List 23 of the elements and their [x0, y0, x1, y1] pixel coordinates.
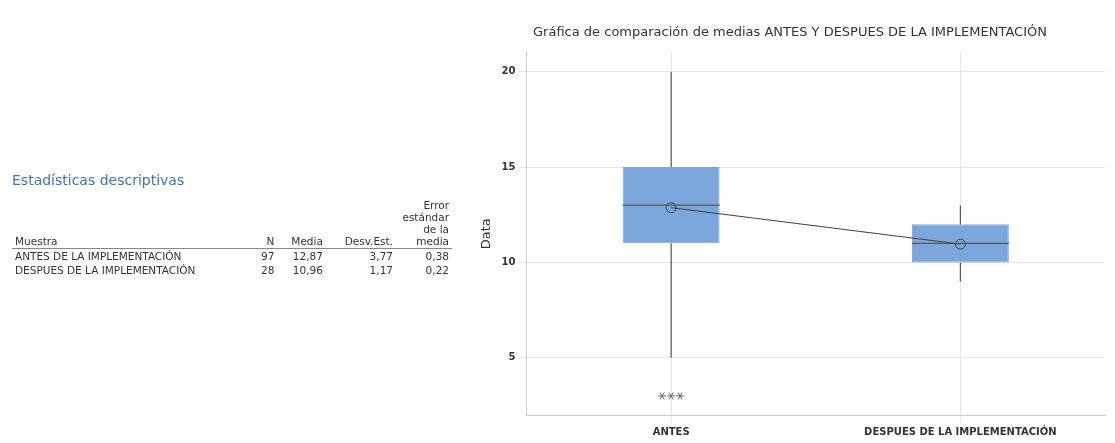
text: 97	[260, 249, 276, 263]
y-tick-label: 5	[508, 351, 516, 363]
text: Estadísticas descriptivas	[12, 172, 186, 188]
text: 10,96	[291, 263, 324, 277]
y-tick-label: 20	[501, 65, 516, 77]
text: ANTES DE LA IMPLEMENTACIÓN	[14, 249, 183, 263]
text: 28	[260, 263, 276, 277]
text: 0,38	[424, 249, 450, 263]
text: Muestra	[12, 198, 253, 249]
text: 0,22	[424, 263, 450, 277]
text: 1,17	[368, 263, 394, 277]
text: 12,87	[291, 249, 324, 263]
text: Error estándar de la media	[396, 198, 452, 249]
x-tick-label: ANTES	[652, 425, 690, 437]
text: Desv.Est.	[325, 198, 396, 249]
y-axis-title: Data	[478, 218, 494, 250]
text: DESPUES DE LA IMPLEMENTACIÓN	[14, 263, 197, 277]
y-tick-label: 15	[501, 160, 516, 172]
chart-title: Gráfica de comparación de medias ANTES Y DESPUES DE LA IMPLEMENTACIÓN	[533, 24, 1047, 40]
text: N	[252, 198, 278, 249]
y-tick-label: 10	[501, 256, 516, 267]
text: 3,77	[368, 249, 394, 263]
text: Media	[277, 198, 326, 249]
